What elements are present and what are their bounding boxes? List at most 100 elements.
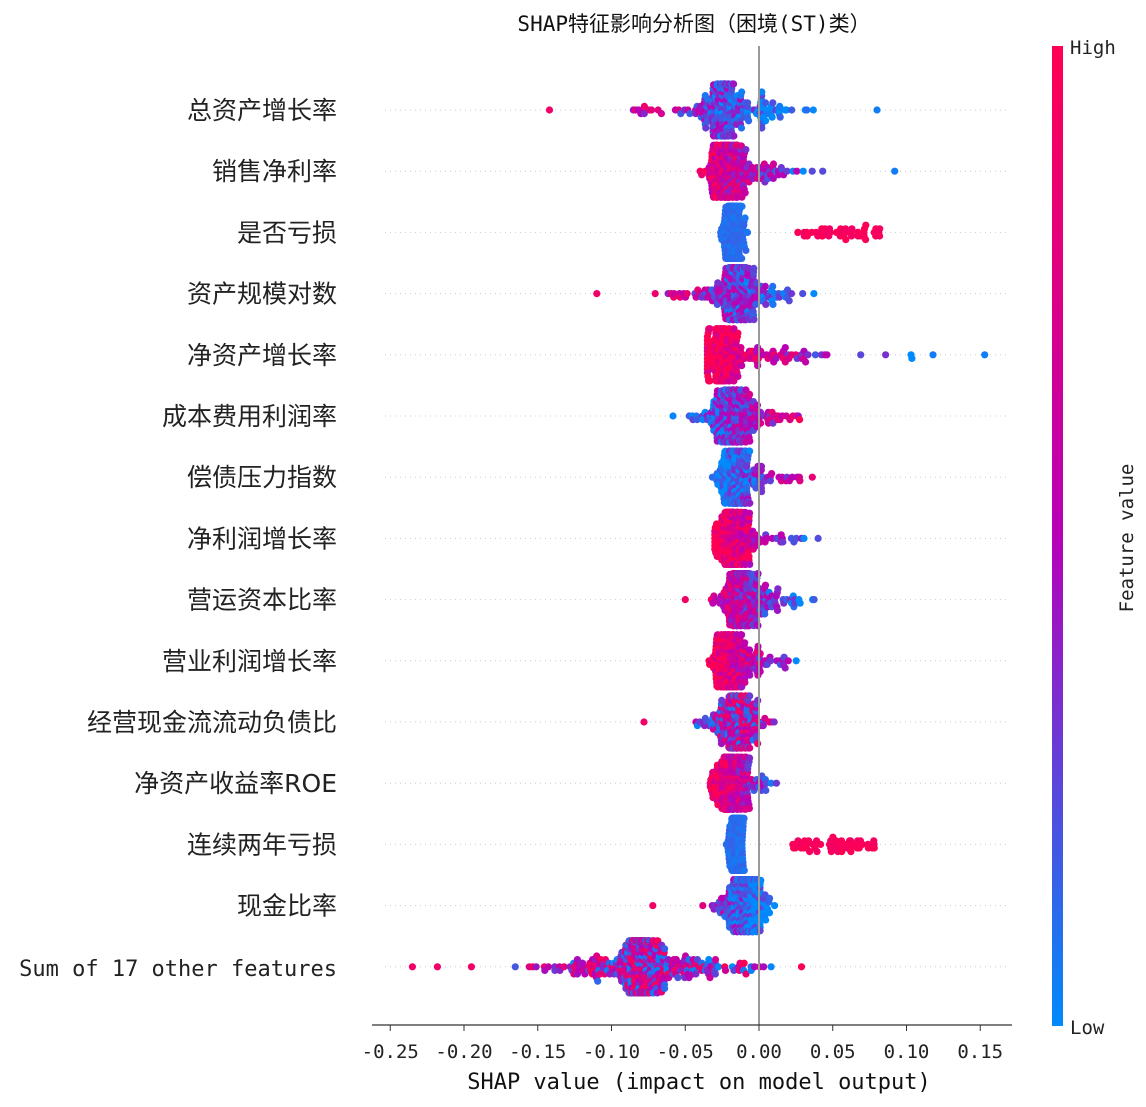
shap-point bbox=[783, 167, 791, 175]
feature-label: 营业利润增长率 bbox=[162, 647, 337, 676]
colorbar-high-label: High bbox=[1070, 37, 1116, 59]
shap-point bbox=[738, 254, 746, 262]
shap-point bbox=[779, 538, 787, 546]
shap-point bbox=[876, 225, 884, 233]
feature-label: 资产规模对数 bbox=[187, 280, 337, 309]
feature-label: 经营现金流流动负债比 bbox=[87, 708, 337, 737]
shap-point bbox=[657, 110, 666, 118]
shap-point bbox=[737, 344, 745, 352]
shap-point bbox=[721, 966, 730, 975]
shap-point bbox=[759, 722, 767, 730]
feature-label: 成本费用利润率 bbox=[162, 402, 337, 431]
shap-point bbox=[810, 290, 818, 298]
shap-point bbox=[750, 316, 758, 324]
shap-point bbox=[762, 786, 770, 795]
shap-point bbox=[858, 840, 867, 849]
shap-point bbox=[761, 99, 770, 107]
feature-label: 营运资本比率 bbox=[187, 586, 337, 615]
shap-point bbox=[754, 696, 762, 705]
shap-point bbox=[746, 499, 754, 507]
shap-point bbox=[433, 963, 441, 971]
shap-point bbox=[761, 610, 769, 618]
feature-labels: 总资产增长率销售净利率是否亏损资产规模对数净资产增长率成本费用利润率偿债压力指数… bbox=[19, 96, 337, 982]
shap-point bbox=[545, 106, 554, 114]
feature-label: 是否亏损 bbox=[237, 218, 337, 247]
shap-point bbox=[808, 473, 816, 481]
shap-point bbox=[640, 110, 648, 118]
shap-point bbox=[714, 279, 722, 287]
shap-point bbox=[762, 300, 770, 308]
shap-point bbox=[766, 894, 774, 903]
shap-point bbox=[648, 106, 656, 114]
shap-point bbox=[873, 106, 881, 114]
shap-point bbox=[746, 692, 754, 700]
shap-point bbox=[803, 106, 811, 114]
feature-label: 销售净利率 bbox=[212, 157, 337, 186]
shap-point bbox=[857, 351, 865, 359]
shap-point bbox=[745, 117, 753, 125]
shap-point bbox=[762, 117, 770, 125]
shap-point bbox=[762, 779, 770, 787]
x-tick-label: 0.15 bbox=[957, 1041, 1003, 1063]
shap-point bbox=[683, 290, 691, 298]
shap-point bbox=[804, 351, 812, 359]
shap-point bbox=[706, 377, 714, 385]
shap-point bbox=[692, 293, 700, 301]
shap-point bbox=[746, 437, 754, 445]
colorbar bbox=[1052, 46, 1063, 1026]
shap-point bbox=[799, 290, 807, 298]
shap-point bbox=[882, 351, 890, 359]
shap-point bbox=[784, 657, 792, 665]
shap-point bbox=[767, 963, 775, 971]
shap-point bbox=[794, 228, 802, 236]
x-tick-label: -0.20 bbox=[435, 1041, 492, 1063]
shap-point bbox=[738, 88, 746, 96]
feature-label: 偿债压力指数 bbox=[187, 463, 337, 492]
shap-point bbox=[754, 362, 762, 370]
shap-point bbox=[745, 804, 754, 813]
shap-point bbox=[706, 974, 714, 982]
shap-point bbox=[792, 534, 800, 543]
shap-point bbox=[711, 956, 720, 964]
shap-point bbox=[752, 484, 760, 492]
shap-point bbox=[750, 963, 759, 971]
shap-point bbox=[730, 132, 738, 140]
shap-point bbox=[802, 358, 810, 366]
shap-point bbox=[750, 264, 758, 272]
shap-point bbox=[746, 560, 754, 569]
shap-point bbox=[741, 189, 749, 197]
shap-point bbox=[823, 351, 831, 359]
shap-point bbox=[763, 534, 771, 543]
shap-point bbox=[741, 678, 749, 687]
shap-point bbox=[661, 984, 669, 993]
shap-point bbox=[756, 650, 764, 658]
shap-point bbox=[769, 99, 777, 107]
shap-point bbox=[742, 146, 750, 154]
x-tick-label: -0.10 bbox=[583, 1041, 640, 1063]
shap-point bbox=[796, 416, 804, 424]
shap-point bbox=[702, 124, 710, 132]
x-tick-label: -0.05 bbox=[657, 1041, 714, 1063]
shap-point bbox=[692, 970, 700, 978]
shap-point bbox=[808, 167, 816, 175]
shap-point bbox=[734, 329, 742, 337]
shap-point bbox=[817, 840, 825, 849]
shap-point bbox=[814, 534, 822, 543]
shap-point bbox=[771, 902, 779, 910]
x-tick-label: 0.05 bbox=[810, 1041, 856, 1063]
feature-label: 总资产增长率 bbox=[187, 96, 337, 125]
shap-point bbox=[711, 970, 720, 978]
shap-point bbox=[781, 664, 789, 672]
shap-point bbox=[766, 657, 775, 665]
shap-point bbox=[742, 246, 750, 254]
shap-point bbox=[793, 167, 801, 175]
x-tick-label: -0.25 bbox=[362, 1041, 419, 1063]
shap-point bbox=[560, 963, 568, 971]
shap-point bbox=[783, 106, 791, 114]
shap-point bbox=[651, 290, 659, 298]
shap-point bbox=[768, 470, 776, 478]
shap-point bbox=[578, 959, 587, 967]
shap-point bbox=[876, 232, 884, 240]
shap-point bbox=[640, 718, 648, 726]
